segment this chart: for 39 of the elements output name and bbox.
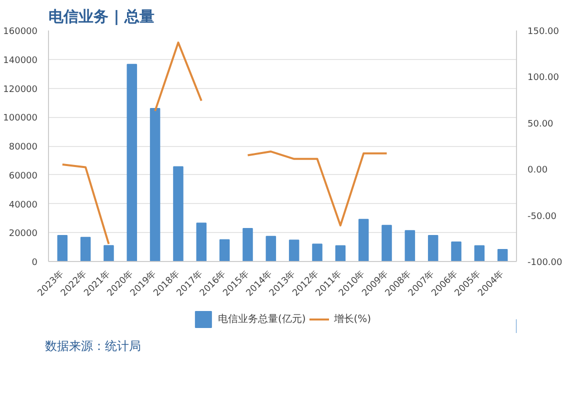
y-tick-label: 120000 (3, 84, 38, 95)
legend-label: 电信业务总量(亿元) (218, 312, 306, 326)
y2-tick-label: -50.00 (528, 212, 557, 222)
chart-title: 电信业务 | 总量 (48, 8, 154, 26)
bar (382, 224, 392, 262)
y-tick-label: 40000 (8, 200, 38, 210)
y-tick-label: 20000 (8, 229, 38, 240)
bar (266, 236, 276, 262)
bar (173, 166, 184, 262)
y2-tick-label: 150.00 (528, 27, 560, 37)
y2-tick-label: 100.00 (528, 73, 560, 84)
bar (80, 236, 91, 262)
y-tick-label: 160000 (3, 27, 38, 37)
y-tick-label: 0 (32, 258, 38, 268)
bar (57, 235, 68, 262)
bar (126, 64, 138, 262)
source-note: 数据来源：统计局 (45, 338, 141, 355)
bar (242, 228, 253, 262)
y-tick-label: 100000 (3, 114, 38, 124)
bar (358, 218, 369, 262)
bar (219, 239, 230, 262)
y-tick-label: 140000 (3, 56, 38, 66)
bar (335, 245, 346, 262)
y2-tick-label: 0.00 (528, 166, 548, 176)
bar (196, 222, 207, 262)
y2-tick-label: 50.00 (528, 119, 554, 130)
bar (104, 245, 114, 262)
y-tick-label: 80000 (8, 142, 38, 152)
bar (451, 242, 462, 262)
legend-label: 增长(%) (334, 312, 372, 326)
y-tick-label: 60000 (8, 171, 38, 182)
bar (497, 249, 508, 262)
bar (474, 245, 485, 262)
bar (428, 235, 438, 262)
bar (150, 108, 160, 262)
bar (312, 244, 322, 262)
bar (288, 240, 300, 262)
y2-tick-label: -100.00 (528, 258, 563, 268)
bar (404, 230, 416, 262)
